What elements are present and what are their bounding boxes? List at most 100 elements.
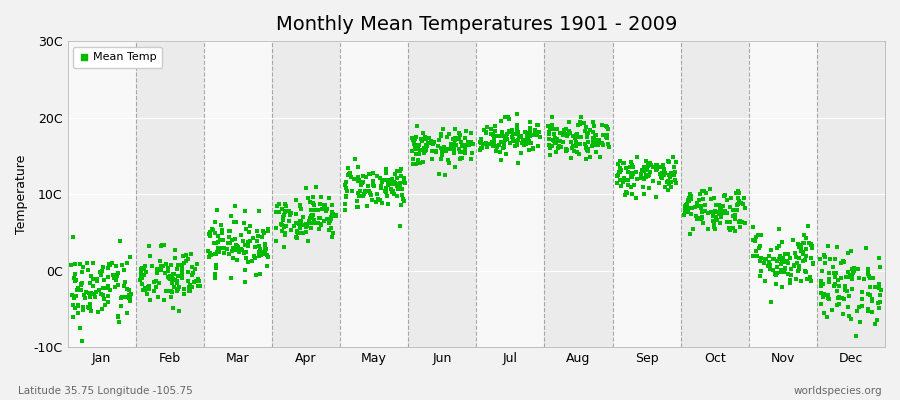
Point bbox=[145, 263, 159, 269]
Point bbox=[578, 141, 592, 147]
Point bbox=[684, 205, 698, 212]
Point bbox=[256, 228, 270, 234]
Point bbox=[667, 164, 681, 170]
Point bbox=[612, 169, 626, 175]
Point bbox=[103, 262, 117, 269]
Point bbox=[600, 132, 615, 138]
Point bbox=[567, 148, 581, 154]
Point bbox=[860, 291, 875, 298]
Point bbox=[108, 263, 122, 270]
Point bbox=[340, 188, 355, 194]
Point bbox=[619, 189, 634, 195]
Point bbox=[177, 286, 192, 292]
Point bbox=[662, 172, 677, 179]
Point bbox=[294, 218, 309, 224]
Point bbox=[437, 172, 452, 178]
Point bbox=[276, 212, 291, 218]
Point bbox=[757, 256, 771, 262]
Point bbox=[410, 146, 425, 152]
Point bbox=[152, 280, 166, 286]
Point bbox=[624, 170, 638, 176]
Point bbox=[363, 171, 377, 177]
Point bbox=[193, 283, 207, 289]
Point bbox=[161, 274, 176, 280]
Point bbox=[213, 237, 228, 243]
Point bbox=[394, 191, 409, 198]
Point bbox=[445, 141, 459, 148]
Point bbox=[212, 238, 226, 245]
Point bbox=[438, 146, 453, 152]
Point bbox=[314, 222, 328, 228]
Point bbox=[346, 176, 361, 182]
Point bbox=[383, 177, 398, 184]
Point bbox=[582, 154, 597, 160]
Point bbox=[252, 208, 266, 214]
Point bbox=[814, 268, 829, 274]
Point bbox=[409, 134, 423, 140]
Point bbox=[505, 128, 519, 134]
Point bbox=[827, 270, 842, 276]
Point bbox=[224, 212, 238, 219]
Point bbox=[154, 263, 168, 269]
Point bbox=[780, 258, 795, 265]
Point bbox=[731, 201, 745, 208]
Point bbox=[509, 122, 524, 128]
Point bbox=[75, 337, 89, 344]
Point bbox=[384, 176, 399, 182]
Point bbox=[565, 145, 580, 152]
Point bbox=[498, 136, 512, 143]
Point bbox=[252, 253, 266, 260]
Point bbox=[394, 166, 409, 172]
Point bbox=[857, 276, 871, 282]
Point bbox=[715, 210, 729, 216]
Point bbox=[527, 126, 542, 133]
Point bbox=[296, 222, 310, 229]
Point bbox=[685, 204, 699, 211]
Point bbox=[789, 254, 804, 260]
Point bbox=[353, 188, 367, 194]
Point bbox=[860, 271, 875, 278]
Point bbox=[438, 148, 453, 155]
Point bbox=[600, 141, 615, 147]
Point bbox=[869, 317, 884, 323]
Point bbox=[303, 199, 318, 206]
Point bbox=[135, 272, 149, 279]
Point bbox=[277, 224, 292, 230]
Point bbox=[478, 130, 492, 136]
Point bbox=[306, 194, 320, 200]
Point bbox=[488, 133, 502, 139]
Point bbox=[251, 243, 266, 250]
Point bbox=[397, 175, 411, 181]
Point bbox=[385, 181, 400, 187]
Point bbox=[530, 132, 544, 138]
Point bbox=[806, 245, 820, 251]
Point bbox=[179, 257, 194, 264]
Point bbox=[661, 187, 675, 193]
Point bbox=[634, 175, 649, 181]
Point bbox=[74, 286, 88, 293]
Point bbox=[653, 171, 668, 177]
Point bbox=[212, 249, 226, 255]
Point bbox=[93, 268, 107, 275]
Point bbox=[726, 224, 741, 231]
Point bbox=[434, 155, 448, 162]
Point bbox=[691, 203, 706, 209]
Point bbox=[872, 305, 886, 311]
Point bbox=[150, 266, 165, 272]
Text: Latitude 35.75 Longitude -105.75: Latitude 35.75 Longitude -105.75 bbox=[18, 386, 193, 396]
Point bbox=[299, 224, 313, 230]
Point bbox=[371, 196, 385, 202]
Point bbox=[842, 274, 856, 280]
Point bbox=[185, 264, 200, 270]
Point bbox=[579, 156, 593, 162]
Point bbox=[531, 122, 545, 128]
Point bbox=[496, 139, 510, 145]
Point bbox=[778, 251, 793, 257]
Point bbox=[599, 134, 614, 140]
Point bbox=[817, 290, 832, 297]
Point bbox=[773, 267, 788, 274]
Point bbox=[794, 244, 808, 250]
Point bbox=[410, 142, 424, 148]
Point bbox=[175, 270, 189, 277]
Point bbox=[684, 193, 698, 199]
